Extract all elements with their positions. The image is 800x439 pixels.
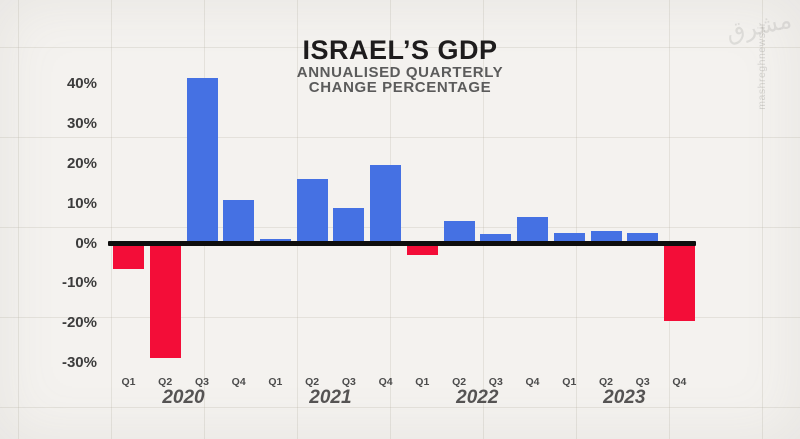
y-tick--30: -30% (61, 354, 97, 372)
bar-2023-Q4 (663, 243, 695, 321)
zero-baseline (108, 241, 696, 246)
bar-2021-Q3 (333, 207, 365, 243)
bar-2021-Q2 (296, 179, 328, 243)
x-label-2021-Q4: Q4 (378, 376, 393, 388)
year-label-2021: 2021 (309, 387, 352, 408)
y-tick-0: 0% (75, 234, 97, 252)
x-label-2022-Q4: Q4 (525, 376, 540, 388)
year-label-2022: 2022 (456, 387, 499, 408)
year-label-2023: 2023 (603, 387, 646, 408)
bar-2023-Q3 (627, 233, 659, 243)
year-label-2020: 2020 (162, 387, 205, 408)
x-label-2023-Q3: Q3 (635, 376, 650, 388)
bar-2023-Q1 (553, 232, 585, 243)
x-label-2022-Q2: Q2 (452, 376, 467, 388)
x-label-2022-Q3: Q3 (488, 376, 503, 388)
y-tick-40: 40% (66, 74, 97, 92)
bar-2022-Q3 (480, 234, 512, 243)
y-tick--20: -20% (61, 314, 97, 332)
bar-2022-Q1 (406, 243, 438, 255)
bar-2022-Q4 (517, 216, 548, 243)
bar-2020-Q2 (149, 243, 181, 358)
x-label-2020-Q3: Q3 (194, 376, 209, 388)
y-tick--10: -10% (61, 274, 97, 292)
x-label-2020-Q2: Q2 (158, 376, 173, 388)
x-label-2020-Q4: Q4 (231, 376, 246, 388)
x-label-2021-Q2: Q2 (305, 376, 320, 388)
bar-2023-Q2 (590, 231, 622, 243)
x-label-2021-Q3: Q3 (341, 376, 356, 388)
x-label-2023-Q4: Q4 (672, 376, 687, 388)
x-label-2023-Q2: Q2 (598, 376, 613, 388)
bar-2020-Q1 (113, 243, 144, 269)
bar-2021-Q4 (370, 165, 402, 243)
x-label-2023-Q1: Q1 (562, 376, 577, 388)
y-tick-10: 10% (66, 194, 97, 212)
y-tick-30: 30% (66, 114, 97, 132)
bar-2020-Q3 (186, 78, 218, 243)
bar-2022-Q2 (443, 220, 475, 243)
bar-2020-Q4 (223, 199, 255, 243)
y-tick-20: 20% (66, 154, 97, 172)
x-label-2020-Q1: Q1 (121, 376, 136, 388)
x-label-2022-Q1: Q1 (415, 376, 430, 388)
x-label-2021-Q1: Q1 (268, 376, 283, 388)
